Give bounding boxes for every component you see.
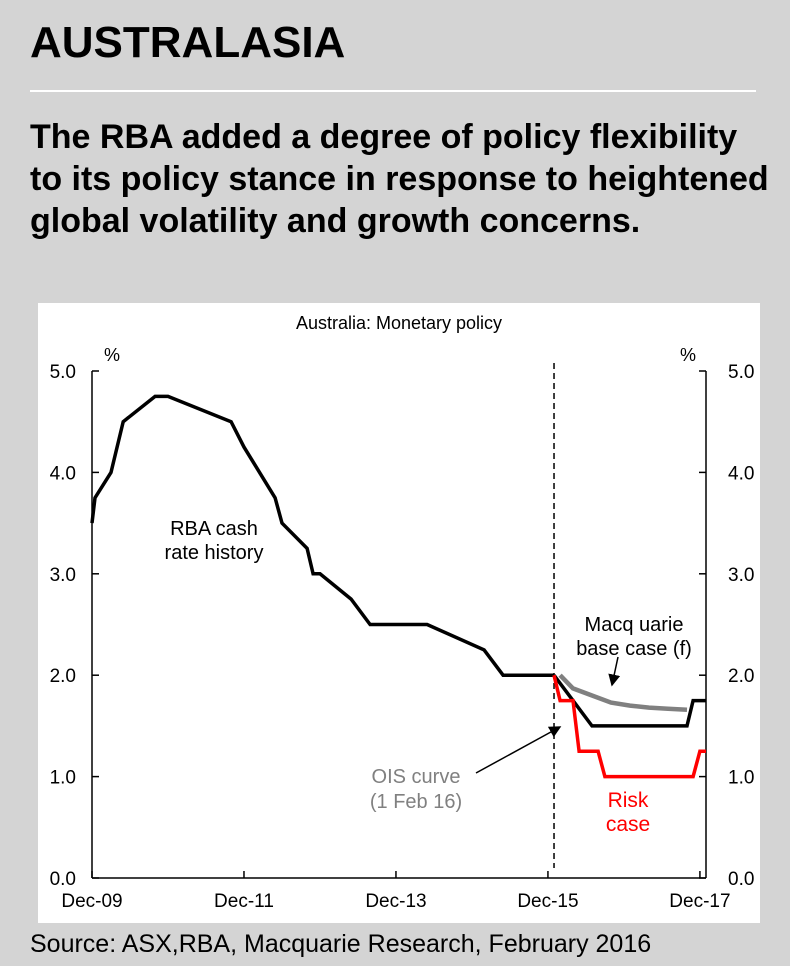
annotation-ois-line1: OIS curve xyxy=(372,766,461,788)
chart-panel: Australia: Monetary policy%% 5.0 5.0 4.0 4.0… xyxy=(38,303,760,923)
annotation-rba-history-line2: rate history xyxy=(165,542,264,564)
annotation-risk-line2: case xyxy=(606,813,650,836)
source-note: Source: ASX,RBA, Macquarie Research, Feb… xyxy=(30,930,652,958)
y-tick-label-right: 3.0 xyxy=(728,565,754,586)
series-line-risk-case xyxy=(552,674,706,779)
annotation-risk-line1: Risk xyxy=(608,789,649,812)
ois-pointer-arrow xyxy=(475,726,562,774)
series-line-rba-cash-rate-history xyxy=(90,394,554,677)
y-tick-label-right: 0.0 xyxy=(728,869,754,890)
x-tick-label: Dec-17 xyxy=(669,891,730,912)
monetary-policy-chart: Australia: Monetary policy% % 5.0 5.0 4.0 4.0… xyxy=(50,313,755,912)
title-divider xyxy=(30,90,756,92)
y-tick-label-right: 4.0 xyxy=(728,463,754,484)
annotation-rba-history-line1: RBA cash xyxy=(170,518,258,540)
headline: The RBA added a degree of policy flexibi… xyxy=(30,118,769,240)
series-line-ois-curve-1-feb-16 xyxy=(558,673,688,712)
section-title: AUSTRALASIA xyxy=(30,18,346,67)
y-tick-label-left: 0.0 xyxy=(50,869,76,890)
y-tick-label-left: 2.0 xyxy=(50,666,76,687)
y-tick-label-left: 3.0 xyxy=(50,565,76,586)
base-case-pointer-arrow xyxy=(608,656,621,687)
y-tick-label-left: 5.0 xyxy=(50,362,76,383)
y-unit-right: % xyxy=(680,345,696,365)
y-tick-label-left: 4.0 xyxy=(50,463,76,484)
y-unit-left: % xyxy=(104,345,120,365)
y-tick-label-right: 2.0 xyxy=(728,666,754,687)
y-tick-label-left: 1.0 xyxy=(50,768,76,789)
annotation-ois-line2: (1 Feb 16) xyxy=(370,791,462,813)
x-tick-label: Dec-13 xyxy=(365,891,426,912)
x-tick-label: Dec-09 xyxy=(61,891,122,912)
x-tick-label: Dec-11 xyxy=(214,891,274,912)
annotation-base-case-line2: base case (f) xyxy=(576,638,692,660)
y-tick-label-right: 5.0 xyxy=(728,362,754,383)
annotation-base-case-line1: Macq uarie xyxy=(585,614,684,636)
x-tick-label: Dec-15 xyxy=(517,891,578,912)
series-line-macquarie-base-case-f xyxy=(552,674,706,728)
chart-title: Australia: Monetary policy xyxy=(296,313,502,333)
y-tick-label-right: 1.0 xyxy=(728,768,754,789)
